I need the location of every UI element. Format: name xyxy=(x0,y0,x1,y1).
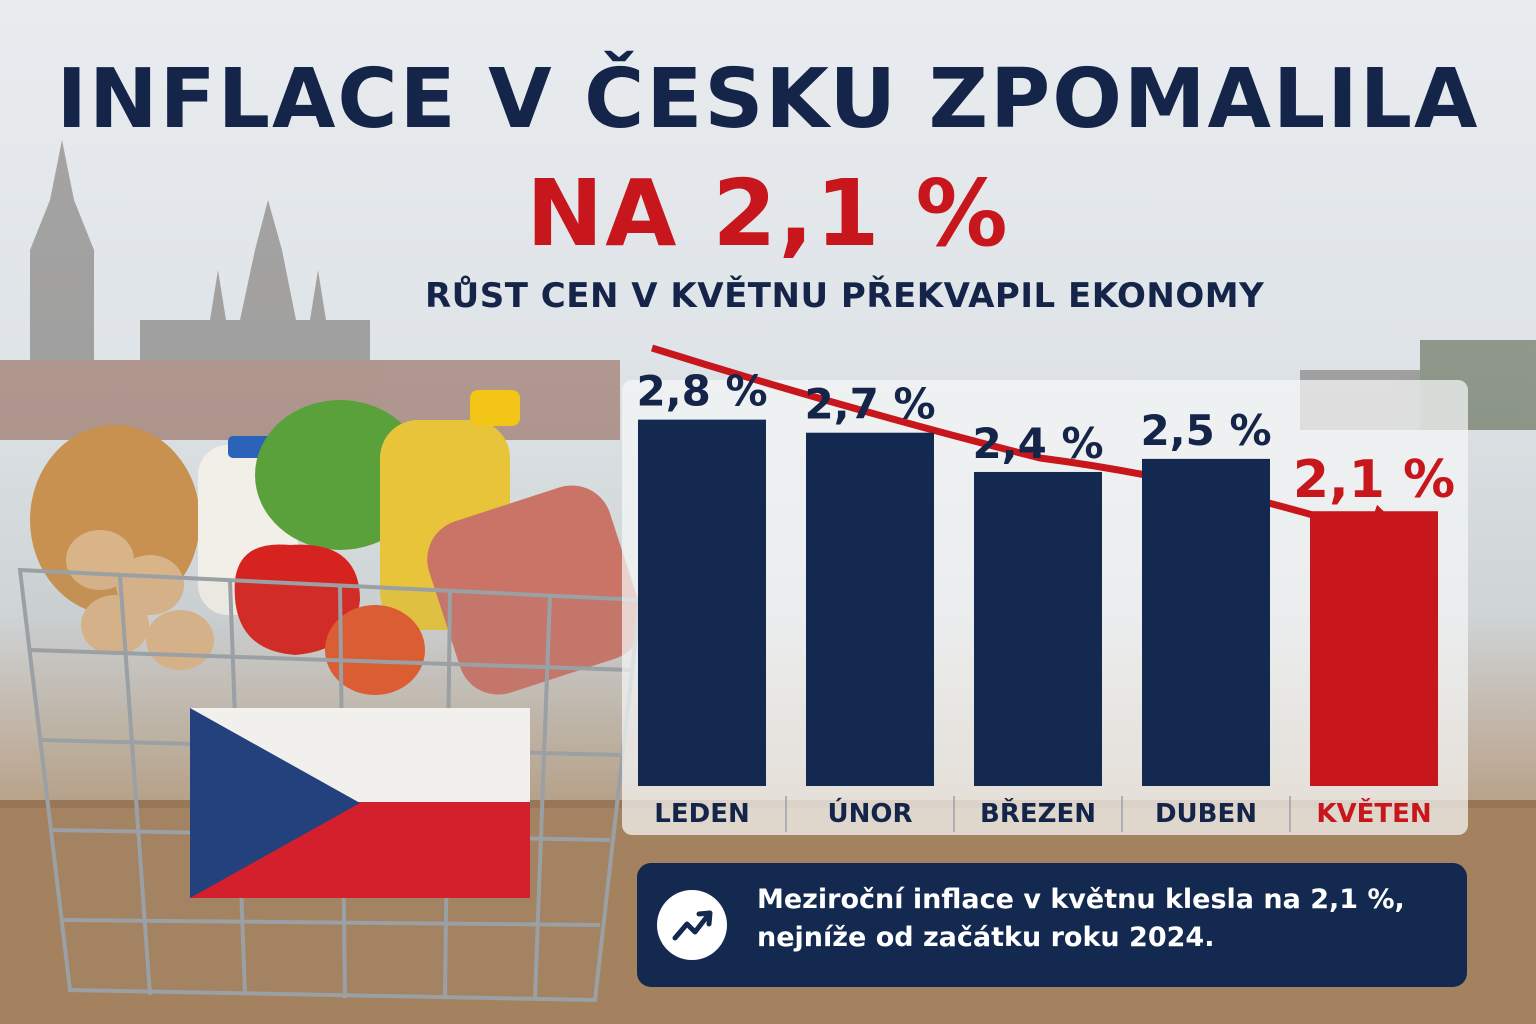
info-box: Meziroční inflace v květnu klesla na 2,1… xyxy=(637,863,1467,987)
value-label-4: 2,5 % xyxy=(1140,406,1271,455)
info-text: Meziroční inflace v květnu klesla na 2,1… xyxy=(757,881,1447,957)
bar-5 xyxy=(1310,511,1438,786)
bar-2 xyxy=(806,432,934,786)
category-label-4: DUBEN xyxy=(1155,799,1257,829)
bar-1 xyxy=(638,419,766,786)
page-title: INFLACE V ČESKU ZPOMALILA xyxy=(56,52,1480,147)
info-line-1: Meziroční inflace v květnu klesla na 2,1… xyxy=(757,884,1405,915)
info-line-2: nejníže od začátku roku 2024. xyxy=(757,922,1215,953)
czech-flag-icon xyxy=(190,708,530,898)
subtitle: RŮST CEN V KVĚTNU PŘEKVAPIL EKONOMY xyxy=(425,276,1265,316)
category-label-3: BŘEZEN xyxy=(980,797,1096,829)
trend-chart-icon xyxy=(657,890,727,960)
grocery-basket xyxy=(17,390,643,1003)
trend-arrow xyxy=(650,344,1422,558)
tomato-icon xyxy=(325,605,425,695)
value-label-3: 2,4 % xyxy=(972,419,1103,468)
value-label-2: 2,7 % xyxy=(804,380,935,429)
category-label-2: ÚNOR xyxy=(828,797,913,829)
bar-4 xyxy=(1142,458,1270,786)
value-label-5: 2,1 % xyxy=(1293,450,1455,510)
headline-value: NA 2,1 % xyxy=(526,160,1010,267)
category-label-1: LEDEN xyxy=(654,799,749,829)
pepper-icon xyxy=(234,544,360,655)
category-label-5: KVĚTEN xyxy=(1316,797,1431,829)
meat-icon xyxy=(427,485,643,695)
bar-3 xyxy=(974,471,1102,786)
value-label-1: 2,8 % xyxy=(636,367,767,416)
